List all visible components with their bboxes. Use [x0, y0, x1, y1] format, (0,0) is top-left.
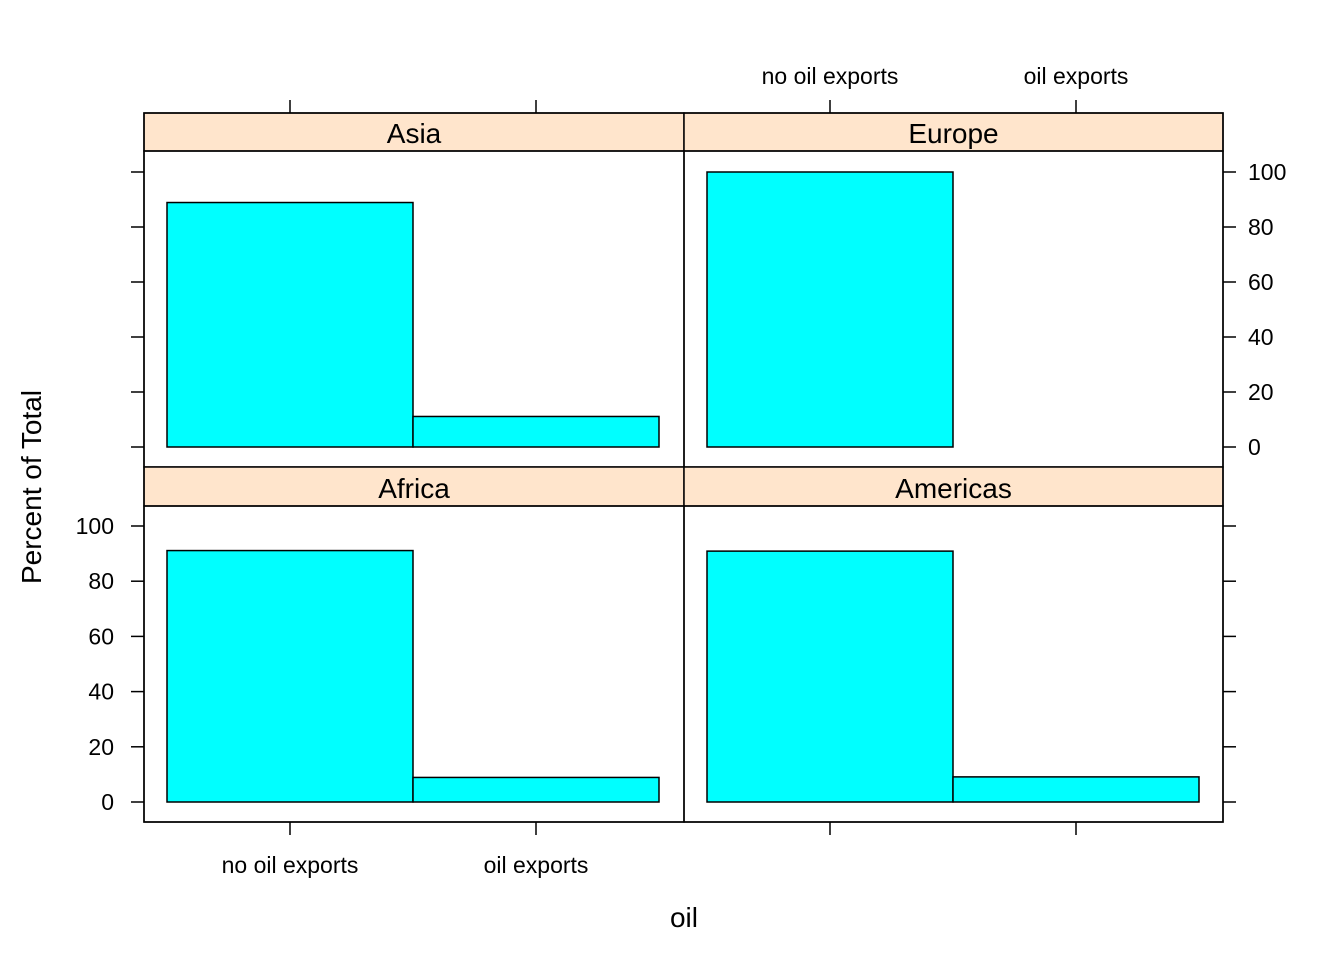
panel-africa: Africa	[143, 466, 685, 823]
strip-europe	[683, 112, 1224, 152]
y-axis-title: Percent of Total	[16, 390, 47, 584]
strip-americas	[683, 466, 1224, 507]
bar-africa-oil-exports	[412, 776, 660, 803]
bar-americas-no-oil-exports	[706, 550, 954, 803]
y-tick-label-right-60: 60	[1248, 269, 1274, 295]
panel-americas: Americas	[683, 466, 1224, 823]
bar-africa-no-oil-exports	[166, 549, 414, 803]
bar-americas-oil-exports	[952, 776, 1200, 803]
panels-layer: Asia Europe Africa Americas	[143, 112, 1224, 823]
x-tick-label-top-no-oil-exports: no oil exports	[762, 63, 899, 89]
axes-layer: 0 0 20 20 40 40 60 60 80 80 100 100 no oil exports no…	[76, 63, 1287, 878]
y-tick-label-left-40: 40	[88, 679, 114, 705]
strip-africa	[143, 466, 685, 507]
y-tick-label-right-0: 0	[1248, 434, 1261, 460]
strip-label-americas: Americas	[895, 473, 1012, 504]
x-tick-label-bottom-no-oil-exports: no oil exports	[222, 852, 359, 878]
bar-asia-no-oil-exports	[166, 201, 414, 448]
strip-asia	[143, 112, 685, 152]
y-tick-label-right-40: 40	[1248, 324, 1274, 350]
y-tick-label-right-100: 100	[1248, 159, 1286, 185]
bar-europe-no-oil-exports	[706, 171, 954, 448]
outer-frame	[143, 112, 1224, 823]
x-tick-label-top-oil-exports: oil exports	[1024, 63, 1129, 89]
x-tick-label-bottom-oil-exports: oil exports	[484, 852, 589, 878]
y-tick-label-left-60: 60	[88, 623, 114, 649]
strip-label-europe: Europe	[908, 118, 998, 149]
x-axis-title: oil	[670, 902, 698, 933]
panel-asia: Asia	[143, 112, 685, 468]
panel-europe: Europe	[683, 112, 1224, 468]
strip-label-africa: Africa	[378, 473, 450, 504]
y-tick-label-left-100: 100	[76, 513, 114, 539]
y-tick-label-left-80: 80	[88, 568, 114, 594]
y-tick-label-right-80: 80	[1248, 214, 1274, 240]
y-tick-label-right-20: 20	[1248, 379, 1274, 405]
strip-label-asia: Asia	[387, 118, 442, 149]
y-tick-label-left-0: 0	[101, 789, 114, 815]
y-tick-label-left-20: 20	[88, 734, 114, 760]
bar-asia-oil-exports	[412, 415, 660, 448]
